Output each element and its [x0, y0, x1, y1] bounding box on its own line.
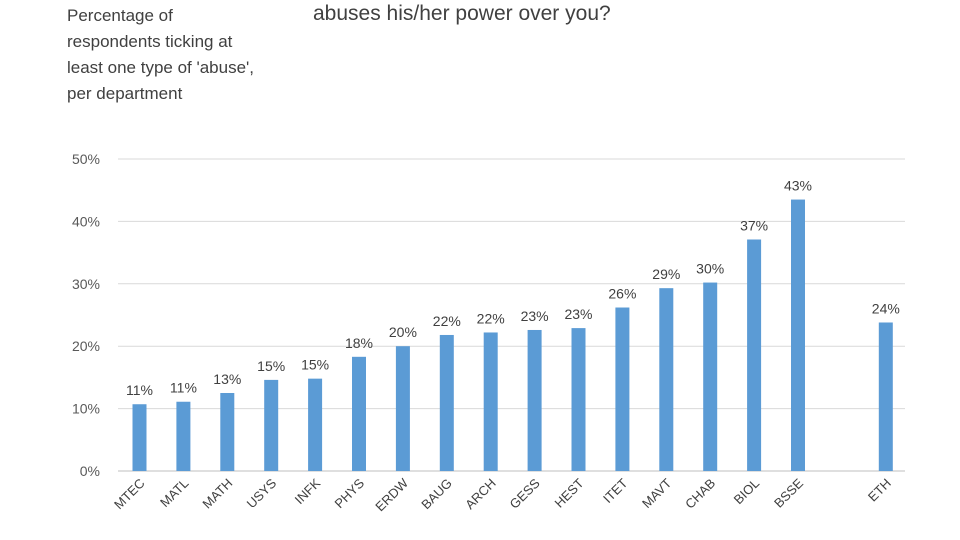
y-tick-label: 40%: [72, 213, 100, 229]
category-label: INFK: [292, 475, 324, 507]
category-label: MTEC: [111, 476, 148, 513]
data-label: 22%: [477, 310, 505, 326]
data-label: 11%: [170, 380, 197, 396]
data-label: 22%: [433, 313, 461, 329]
category-label: BIOL: [731, 476, 763, 508]
bar-arch: [483, 332, 498, 471]
bars: [132, 199, 893, 471]
bar-baug: [439, 334, 454, 471]
bar-itet: [615, 307, 630, 471]
data-label: 26%: [608, 286, 636, 302]
category-label: ETH: [865, 476, 894, 505]
category-label: MATH: [199, 476, 235, 512]
data-label: 29%: [652, 266, 680, 282]
bar-chab: [703, 282, 718, 471]
data-label: 37%: [740, 217, 768, 233]
bar-erdw: [395, 346, 410, 471]
data-labels: 11% 11% 13% 15% 15% 18% 20% 22% 22% 23% 23% 26% 29% 3…: [126, 178, 900, 399]
data-label: 11%: [126, 382, 153, 398]
data-label: 24%: [872, 300, 900, 316]
bar-eth: [878, 322, 893, 471]
category-label: CHAB: [682, 476, 718, 512]
data-label: 13%: [213, 371, 241, 387]
category-label: ITET: [600, 475, 631, 506]
chart-title: abuses his/her power over you?: [313, 2, 611, 25]
y-axis-title: Percentage of respondents ticking at lea…: [67, 6, 255, 103]
bar-bsse: [791, 199, 805, 471]
bar-mtec: [132, 404, 147, 471]
data-label: 23%: [521, 308, 549, 324]
category-label: USYS: [244, 475, 280, 511]
gridlines: [118, 158, 905, 472]
bar-hest: [571, 328, 586, 471]
bar-biol: [747, 239, 762, 471]
bar-mavt: [659, 288, 674, 471]
y-tick-label: 10%: [72, 401, 100, 417]
y-tick-label: 20%: [72, 338, 100, 354]
category-label: MAVT: [639, 475, 675, 511]
category-label: ERDW: [372, 475, 411, 514]
y-tick-labels: 0% 10% 20% 30% 40% 50%: [72, 151, 100, 479]
y-tick-label: 0%: [80, 463, 100, 479]
data-label: 23%: [564, 306, 592, 322]
bar-gess: [527, 329, 542, 471]
bar-phys: [352, 356, 366, 471]
y-tick-label: 30%: [72, 276, 100, 292]
bar-math: [220, 393, 235, 471]
category-label: HEST: [551, 475, 586, 510]
data-label: 15%: [301, 357, 329, 373]
category-label: BSSE: [771, 475, 806, 510]
category-labels: MTEC MATL MATH USYS INFK PHYS ERDW BAUG ARCH GESS…: [111, 475, 894, 514]
category-label: GESS: [507, 475, 543, 511]
data-label: 20%: [389, 324, 417, 340]
y-tick-label: 50%: [72, 151, 100, 167]
category-label: BAUG: [418, 476, 455, 513]
category-label: ARCH: [462, 476, 499, 513]
data-label: 43%: [784, 178, 812, 194]
data-label: 30%: [696, 261, 724, 277]
bar-usys: [264, 379, 279, 471]
bar-infk: [308, 378, 323, 471]
data-label: 15%: [257, 358, 285, 374]
category-label: MATL: [157, 476, 191, 510]
category-label: PHYS: [331, 475, 367, 511]
data-label: 18%: [345, 335, 373, 351]
bar-matl: [176, 401, 191, 471]
